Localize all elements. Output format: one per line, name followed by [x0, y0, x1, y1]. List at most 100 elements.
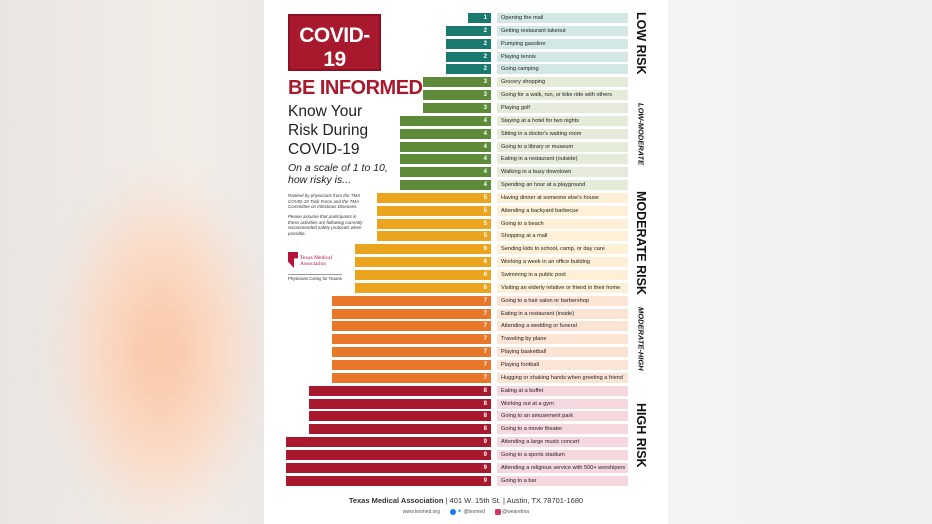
- twitter-icon[interactable]: ✦: [457, 509, 463, 515]
- risk-bar: 6: [354, 282, 491, 293]
- note-source: Ranked by physicians from the TMA COVID-…: [288, 193, 361, 210]
- headline: BE INFORMED:: [288, 77, 429, 99]
- activity-label: Playing football: [497, 359, 628, 370]
- logo-subtitle: CORONAVIRUS DISEASE: [292, 74, 377, 81]
- risk-band-label: LOW-MODERATE: [636, 102, 646, 165]
- covid-logo: COVID-19 CORONAVIRUS DISEASE: [288, 14, 381, 81]
- risk-band-label: HIGH RISK: [634, 403, 648, 468]
- risk-bar: 8: [309, 424, 491, 435]
- activity-label: Pumping gasoline: [497, 38, 628, 49]
- activity-label: Going to a library or museum: [497, 141, 628, 152]
- activity-label: Swimming in a public pool: [497, 270, 628, 280]
- footer-address: Texas Medical Association | 401 W. 15th …: [264, 496, 668, 505]
- risk-bar: 7: [331, 334, 491, 345]
- activity-label: Playing tennis: [497, 51, 628, 62]
- activity-label: Going camping: [497, 64, 628, 75]
- risk-bar: 2: [445, 25, 491, 36]
- footer-city: Austin, TX 78701-1680: [506, 496, 584, 505]
- activity-label: Attending a religious service with 500+ …: [497, 462, 628, 473]
- risk-bar: 4: [400, 115, 491, 126]
- website-link[interactable]: www.texmed.org: [402, 509, 440, 515]
- note-assumption: Please assume that participants in these…: [288, 214, 363, 236]
- separator: |: [445, 496, 448, 505]
- activity-label: Attending a wedding or funeral: [497, 321, 628, 332]
- twitter-handle[interactable]: @texmed: [463, 509, 485, 515]
- risk-bar: 8: [309, 398, 491, 409]
- risk-bar: 8: [309, 411, 491, 422]
- risk-bar: 5: [377, 205, 491, 216]
- risk-bar: 6: [354, 257, 491, 268]
- risk-bar: 7: [331, 347, 491, 358]
- risk-bar: 4: [400, 167, 491, 178]
- activity-label: Hugging or shaking hands when greeting a…: [497, 372, 628, 383]
- texas-shape-icon: [288, 252, 298, 268]
- activity-label: Visiting an elderly relative or friend i…: [497, 282, 628, 293]
- risk-bar: 5: [377, 192, 491, 203]
- tma-logo-text: Texas Medical Association: [300, 255, 333, 267]
- risk-bar: 7: [331, 321, 491, 332]
- activity-label: Sending kids to school, camp, or day car…: [497, 244, 628, 255]
- risk-band-label: MODERATE RISK: [634, 190, 648, 295]
- risk-bar: 9: [286, 462, 491, 473]
- risk-bar: 7: [331, 372, 491, 383]
- activity-label: Opening the mail: [497, 13, 628, 23]
- risk-bar: 4: [400, 180, 491, 191]
- facebook-icon[interactable]: [449, 508, 456, 515]
- risk-bar: 7: [331, 295, 491, 306]
- activity-label: Playing basketball: [497, 347, 628, 358]
- activity-label: Going for a walk, run, or bike ride with…: [497, 90, 628, 101]
- activity-label: Staying at a hotel for two nights: [497, 115, 628, 126]
- risk-band-label: LOW RISK: [634, 12, 648, 75]
- risk-bar: 7: [331, 359, 491, 370]
- risk-bar: 6: [354, 270, 491, 280]
- activity-label: Sitting in a doctor's waiting room: [497, 128, 628, 139]
- activity-label: Playing golf: [497, 102, 628, 113]
- risk-bar: 3: [422, 102, 491, 113]
- activity-label: Having dinner at someone else's house: [497, 192, 628, 203]
- risk-bar: 5: [377, 218, 491, 229]
- activity-label: Working a week in an office building: [497, 257, 628, 268]
- footer-org: Texas Medical Association: [348, 496, 444, 505]
- risk-bar: 3: [422, 77, 491, 88]
- instagram-handle[interactable]: @wearetma: [502, 509, 530, 515]
- activity-label: Going to a movie theater: [497, 424, 628, 435]
- activity-label: Going to a beach: [497, 218, 628, 229]
- tma-tagline: Physicians Caring for Texans: [288, 274, 342, 281]
- activity-label: Attending a backyard barbecue: [497, 205, 628, 216]
- risk-bar: 6: [354, 244, 491, 255]
- risk-bar: 2: [445, 64, 491, 75]
- activity-label: Attending a large music concert: [497, 437, 628, 448]
- risk-bar: 7: [331, 308, 491, 319]
- instagram-icon[interactable]: [494, 508, 501, 515]
- activity-label: Eating at a buffet: [497, 385, 628, 396]
- activity-label: Getting restaurant takeout: [497, 25, 628, 36]
- background-blur: [60, 180, 260, 524]
- risk-bar: 4: [400, 141, 491, 152]
- risk-bar: 2: [445, 51, 491, 62]
- risk-bar: 9: [286, 449, 491, 460]
- risk-bar: 1: [468, 13, 491, 23]
- risk-bar: 4: [400, 154, 491, 165]
- separator: |: [502, 496, 505, 505]
- activity-label: Grocery shopping: [497, 77, 628, 88]
- risk-bar: 4: [400, 128, 491, 139]
- logo-title: COVID-19: [299, 24, 370, 71]
- activity-label: Spending an hour at a playground: [497, 180, 628, 191]
- activity-label: Walking in a busy downtown: [497, 167, 628, 178]
- activity-label: Working out at a gym: [497, 398, 628, 409]
- activity-label: Going to a bar: [497, 475, 628, 486]
- risk-bar: 5: [377, 231, 491, 242]
- activity-label: Eating in a restaurant (inside): [497, 308, 628, 319]
- risk-bar: 3: [422, 90, 491, 101]
- risk-bar: 8: [309, 385, 491, 396]
- risk-bar: 9: [286, 475, 491, 486]
- page-title: Know Your Risk During COVID-19: [288, 103, 369, 158]
- activity-label: Traveling by plane: [497, 334, 628, 345]
- activity-label: Eating in a restaurant (outside): [497, 154, 628, 165]
- activity-label: Going to a sports stadium: [497, 449, 628, 460]
- activity-label: Going to a hair salon or barbershop: [497, 295, 628, 306]
- activity-label: Going to an amusement park: [497, 411, 628, 422]
- activity-label: Shopping at a mall: [497, 231, 628, 242]
- footer-social: www.texmed.org ✦ @texmed @wearetma: [264, 508, 668, 515]
- risk-bar: 2: [445, 38, 491, 49]
